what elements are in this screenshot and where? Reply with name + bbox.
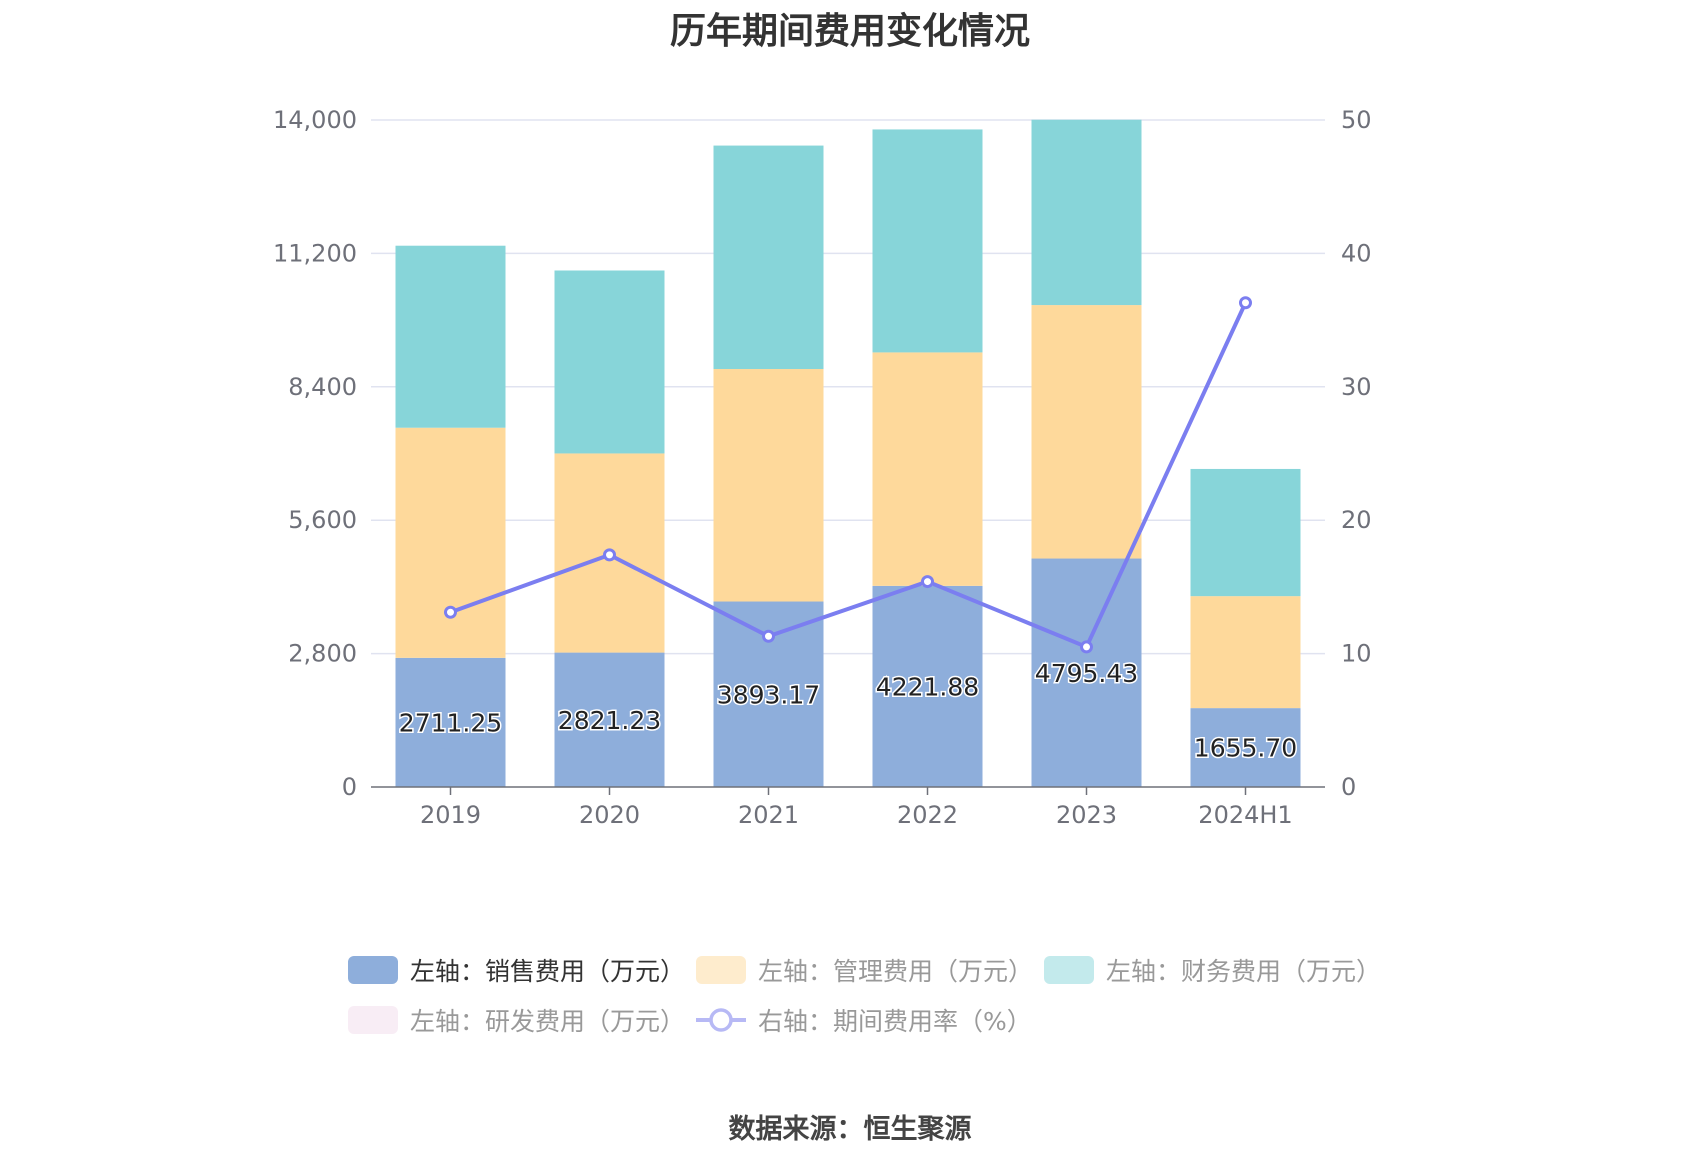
rate-point [1080,640,1093,654]
bar-segment [872,352,983,586]
y-left-tick-label: 2,800 [288,640,357,668]
y-right-tick-label: 30 [1341,373,1372,401]
legend-swatch [348,1006,398,1034]
chart-title: 历年期间费用变化情况 [669,11,1030,52]
legend-swatch [696,956,746,984]
grid-lines [371,119,1325,655]
legend-label: 左轴：研发费用（万元） [410,1007,686,1036]
data-label: 4795.43 [1035,659,1138,688]
y-left-tick-label: 5,600 [288,506,357,534]
legend-label: 右轴：期间费用率（%） [758,1007,1032,1036]
rate-line-path [449,301,1248,649]
data-labels: 2711.25 2821.23 3893.17 4221.88 4795.43 1655.… [397,657,1298,764]
legend-item[interactable]: 左轴：财务费用（万元） [1044,955,1382,986]
bar-segment [1190,468,1301,597]
y-left-tick-label: 11,200 [273,239,357,267]
rate-point [762,629,775,643]
y-right-tick-label: 10 [1341,640,1372,668]
rate-point [1239,296,1252,310]
y-right-tick-label: 20 [1341,506,1372,534]
legend-swatch [348,956,398,984]
bars [395,119,1301,787]
legend-swatch [1044,956,1094,984]
x-tick-label: 2019 [420,801,481,829]
rate-line [444,296,1252,654]
rate-point [603,548,616,562]
y-left-tick-label: 14,000 [273,106,357,134]
legend-label: 左轴：销售费用（万元） [410,957,686,986]
bar-segment [713,369,824,602]
x-tick-label: 2020 [579,801,640,829]
legend-item[interactable]: 左轴：管理费用（万元） [696,955,1034,986]
bar-segment [395,427,506,658]
bar-segment [554,652,665,787]
y-right-tick-label: 0 [1341,773,1356,801]
bar-segment [554,270,665,454]
data-label: 2711.25 [399,708,502,737]
bar-segment [872,129,983,353]
bar-segment [1031,558,1142,787]
bar-segment [395,245,506,428]
data-label: 4221.88 [876,672,979,701]
y-left-tick-label: 0 [342,773,357,801]
legend-label: 左轴：财务费用（万元） [1106,957,1382,986]
legend-item[interactable]: 右轴：期间费用率（%） [696,1005,1032,1036]
bar-segment [872,585,983,787]
rate-point [444,605,457,619]
y-right-tick-label: 50 [1341,106,1372,134]
data-label: 1655.70 [1194,734,1297,763]
bar-segment [1031,119,1142,306]
data-label: 3893.17 [717,680,820,709]
bar-segment [1190,708,1301,787]
y-left-tick-label: 8,400 [288,373,357,401]
bar-segment [1190,596,1301,709]
source-note: 数据来源：恒生聚源 [728,1114,972,1145]
data-label: 2821.23 [558,706,661,735]
bar-segment [395,657,506,787]
rate-point [921,575,934,589]
axes: 0 0 2,800 10 5,600 20 8,400 30 11,200 40 14,000 50 2… [273,106,1372,829]
legend-label: 左轴：管理费用（万元） [758,957,1034,986]
legend-item[interactable]: 左轴：销售费用（万元） [348,955,686,986]
x-tick-label: 2022 [897,801,958,829]
bar-segment [1031,305,1142,559]
x-tick-label: 2024H1 [1198,801,1292,829]
x-tick-label: 2023 [1056,801,1117,829]
x-tick-label: 2021 [738,801,799,829]
y-right-tick-label: 40 [1341,239,1372,267]
legend-item[interactable]: 左轴：研发费用（万元） [348,1005,686,1036]
legend-line-swatch [696,1006,746,1034]
bar-segment [713,145,824,370]
